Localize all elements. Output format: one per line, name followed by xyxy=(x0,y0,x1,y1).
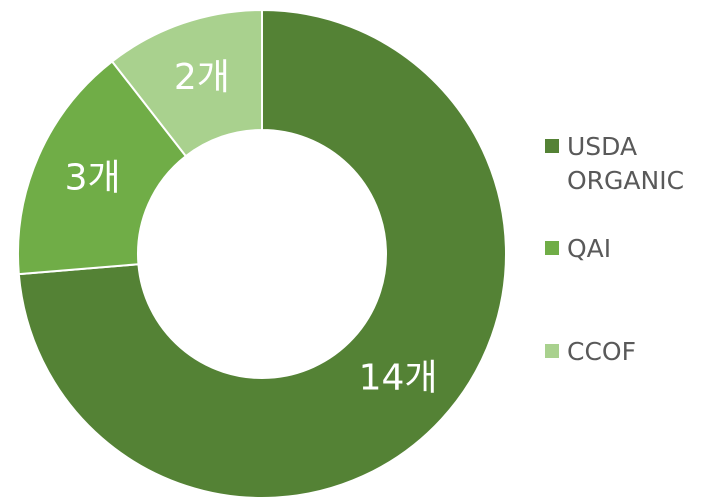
legend-label: CCOF xyxy=(567,337,636,366)
value-label: 14개 xyxy=(359,357,438,398)
slice xyxy=(17,8,507,499)
legend-swatch xyxy=(545,241,559,255)
slice xyxy=(17,60,188,276)
slice xyxy=(110,8,263,158)
legend-label: QAI xyxy=(567,234,612,263)
legend-swatch xyxy=(545,344,559,358)
legend-label: USDA ORGANIC xyxy=(567,132,685,195)
legend-item: USDA ORGANIC xyxy=(545,130,704,198)
legend-item: CCOF xyxy=(545,335,704,369)
legend-swatch xyxy=(545,139,559,153)
legend-item: QAI xyxy=(545,232,704,266)
value-label: 3개 xyxy=(65,158,121,199)
value-label: 2개 xyxy=(174,57,230,98)
